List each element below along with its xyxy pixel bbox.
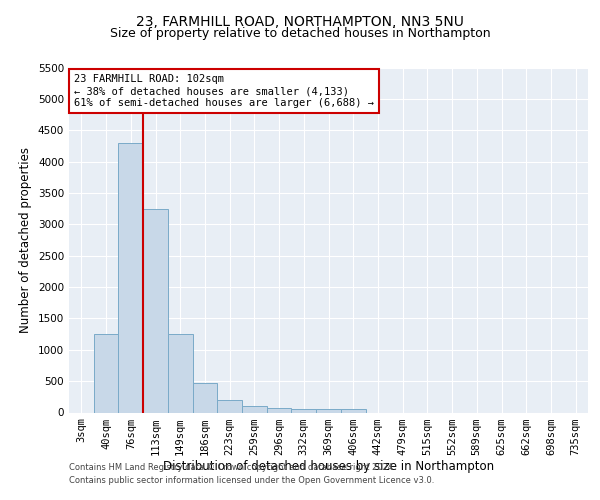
Text: Contains public sector information licensed under the Open Government Licence v3: Contains public sector information licen…: [69, 476, 434, 485]
Text: Contains HM Land Registry data © Crown copyright and database right 2024.: Contains HM Land Registry data © Crown c…: [69, 464, 395, 472]
Text: 23 FARMHILL ROAD: 102sqm
← 38% of detached houses are smaller (4,133)
61% of sem: 23 FARMHILL ROAD: 102sqm ← 38% of detach…: [74, 74, 374, 108]
Bar: [341, 410, 365, 412]
Bar: [242, 406, 267, 412]
Bar: [316, 410, 341, 412]
Text: 23, FARMHILL ROAD, NORTHAMPTON, NN3 5NU: 23, FARMHILL ROAD, NORTHAMPTON, NN3 5NU: [136, 15, 464, 29]
Bar: [193, 382, 217, 412]
Text: Size of property relative to detached houses in Northampton: Size of property relative to detached ho…: [110, 28, 490, 40]
Bar: [94, 334, 118, 412]
Bar: [168, 334, 193, 412]
Bar: [267, 408, 292, 412]
Bar: [217, 400, 242, 412]
Bar: [118, 143, 143, 412]
Bar: [143, 208, 168, 412]
Bar: [292, 408, 316, 412]
Y-axis label: Number of detached properties: Number of detached properties: [19, 147, 32, 333]
X-axis label: Distribution of detached houses by size in Northampton: Distribution of detached houses by size …: [163, 460, 494, 473]
